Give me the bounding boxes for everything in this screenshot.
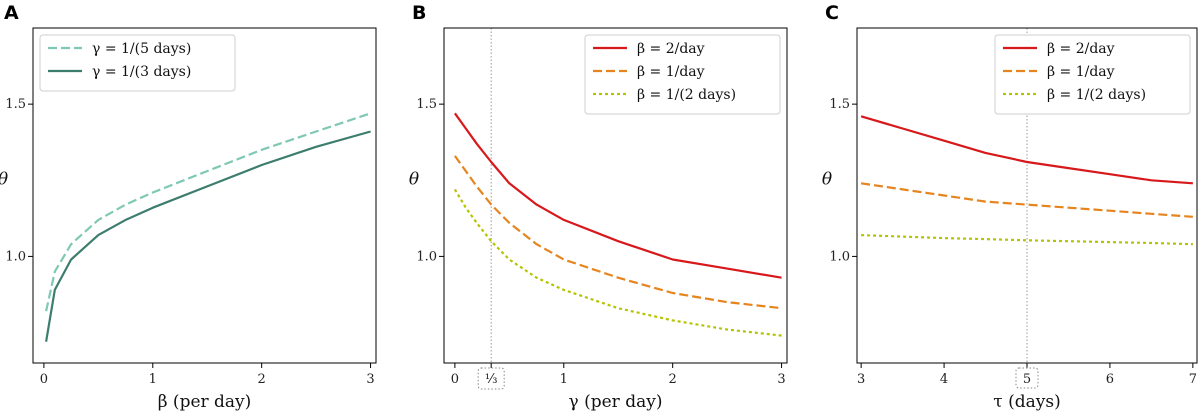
x-axis-label: τ (days) <box>993 392 1060 412</box>
series-line-0 <box>45 112 371 312</box>
y-tick-label: 1.0 <box>416 249 437 264</box>
panel-letter: C <box>825 2 839 24</box>
legend-box <box>994 34 1191 115</box>
series-line-2 <box>861 234 1193 246</box>
legend-entry: β = 1/day <box>1047 64 1115 80</box>
y-tick-label: 1.0 <box>829 249 850 264</box>
legend-box <box>39 34 236 92</box>
series-line-2 <box>453 188 782 337</box>
legend-entry: β = 1/day <box>637 64 705 80</box>
x-tick-label: 1 <box>149 372 157 387</box>
panel-letter: A <box>4 2 19 24</box>
y-axis-label: θ <box>409 169 419 189</box>
legend: γ = 1/(5 days) γ = 1/(3 days) <box>39 34 236 92</box>
series-line-1 <box>860 182 1193 218</box>
x-tick-label: 5 <box>1023 372 1031 387</box>
plot-frame <box>32 27 377 364</box>
legend-entry: γ = 1/(3 days) <box>92 64 191 80</box>
x-tick-label: 7 <box>1189 372 1197 387</box>
x-tick-label: 1 <box>560 372 568 387</box>
legend-box <box>584 34 781 115</box>
x-tick-label: 3 <box>857 372 865 387</box>
x-tick-highlight-box <box>1015 367 1039 389</box>
legend-entry: β = 2/day <box>1047 41 1115 57</box>
y-axis-label: θ <box>0 169 8 189</box>
x-axis-label: β (per day) <box>158 392 252 412</box>
legend: β = 2/day β = 1/day β = 1/(2 days) <box>584 34 781 115</box>
plot-frame <box>443 27 788 364</box>
series-line-1 <box>45 130 371 342</box>
x-tick-label: 4 <box>940 372 948 387</box>
y-tick-label: 1.0 <box>5 249 26 264</box>
series-line-0 <box>860 115 1193 185</box>
x-tick-label: ¹⁄₃ <box>485 372 498 387</box>
legend: β = 2/day β = 1/day β = 1/(2 days) <box>994 34 1191 115</box>
legend-entry: γ = 1/(5 days) <box>92 41 191 57</box>
y-tick-label: 1.5 <box>5 97 26 112</box>
panel-letter: B <box>412 2 426 24</box>
panel-b: B 0 1 2 3 ¹⁄₃ 1.0 1.5 γ (per day) θ β = 2/day β = 1… <box>409 2 788 412</box>
x-tick-label: 3 <box>777 372 785 387</box>
y-tick-label: 1.5 <box>416 97 437 112</box>
x-tick-label: 2 <box>669 372 677 387</box>
legend-entry: β = 1/(2 days) <box>637 87 736 103</box>
series-line-1 <box>454 155 782 310</box>
legend-entry: β = 1/(2 days) <box>1047 87 1146 103</box>
x-tick-label: 0 <box>40 372 48 387</box>
x-tick-label: 6 <box>1106 372 1114 387</box>
x-tick-label: 2 <box>258 372 266 387</box>
legend-entry: β = 2/day <box>637 41 705 57</box>
y-axis-label: θ <box>822 169 832 189</box>
x-tick-label: 3 <box>366 372 374 387</box>
x-tick-label: 0 <box>451 372 459 387</box>
y-tick-label: 1.5 <box>829 97 850 112</box>
x-tick-highlight-box <box>477 367 505 390</box>
series-line-0 <box>454 112 782 279</box>
x-axis-label: γ (per day) <box>569 392 663 412</box>
